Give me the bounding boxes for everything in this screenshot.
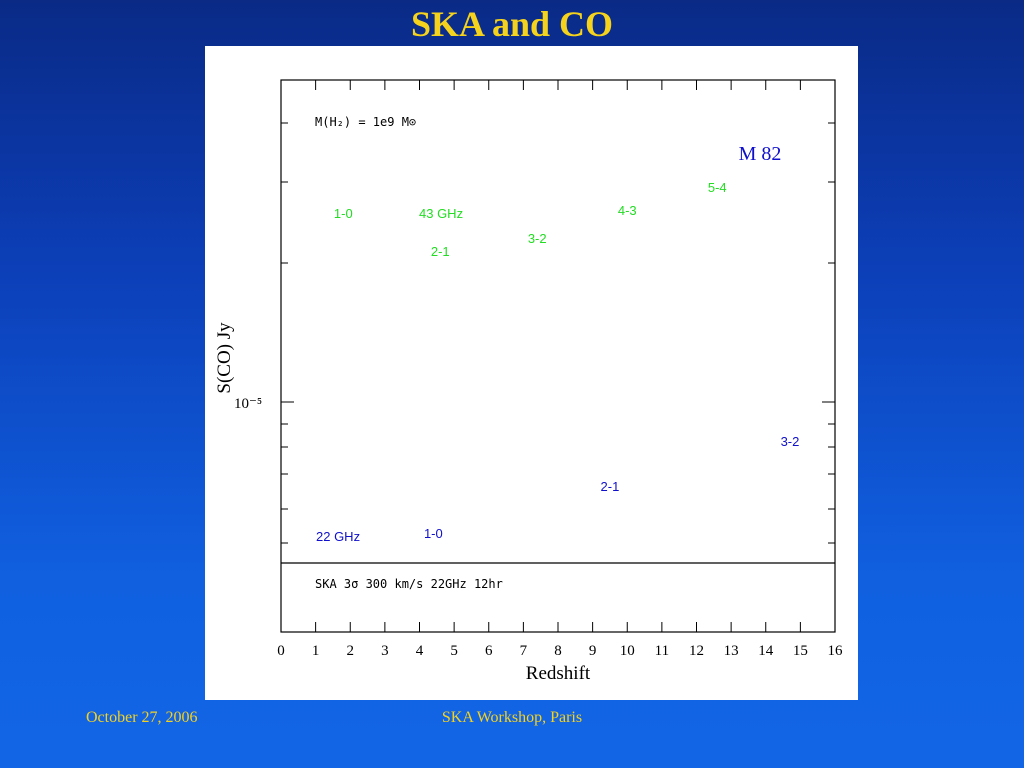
footer-date: October 27, 2006 bbox=[86, 709, 198, 726]
x-tick-label: 7 bbox=[520, 643, 528, 659]
legend-43ghz: 43 GHz bbox=[419, 206, 463, 221]
transition-label: 3-2 bbox=[528, 231, 547, 246]
legend-22ghz: 22 GHz bbox=[316, 529, 360, 544]
transition-label: 3-2 bbox=[781, 434, 800, 449]
mass-annotation: M(H₂) = 1e9 M⊙ bbox=[315, 115, 416, 129]
x-tick-label: 3 bbox=[381, 643, 389, 659]
transition-label: 4-3 bbox=[618, 203, 637, 218]
x-tick-label: 15 bbox=[793, 643, 808, 659]
source-annotation: M 82 bbox=[739, 143, 782, 165]
y-tick-label: 10⁻⁵ bbox=[234, 396, 262, 412]
chart-panel: 0 1 2 3 4 5 6 7 8 9 10 11 12 13 14 15 16 1-0 2-1 3-2 4-3 5-4… bbox=[205, 46, 858, 700]
y-axis-label: S(CO) Jy bbox=[214, 322, 235, 394]
x-tick-label: 8 bbox=[554, 643, 562, 659]
transition-label: 1-0 bbox=[424, 526, 443, 541]
x-tick-label: 9 bbox=[589, 643, 597, 659]
x-tick-label: 0 bbox=[277, 643, 285, 659]
x-axis-label: Redshift bbox=[526, 663, 591, 684]
x-tick-label: 11 bbox=[655, 643, 669, 659]
line-labels: 1-0 2-1 3-2 4-3 5-4 1-0 2-1 3-2 bbox=[334, 180, 799, 541]
co-redshift-chart: 0 1 2 3 4 5 6 7 8 9 10 11 12 13 14 15 16 1-02-13-24-35-4… bbox=[214, 79, 843, 684]
x-tick-label: 13 bbox=[724, 643, 739, 659]
x-tick-label: 12 bbox=[689, 643, 704, 659]
transition-label: 2-1 bbox=[601, 479, 620, 494]
slide-title: SKA and CO bbox=[410, 4, 614, 44]
x-tick-label: 14 bbox=[758, 643, 774, 659]
x-tick-label: 5 bbox=[450, 643, 458, 659]
x-tick-label: 10 bbox=[620, 643, 635, 659]
x-tick-label: 16 bbox=[828, 643, 844, 659]
transition-label: 2-1 bbox=[431, 244, 450, 259]
x-tick-label: 4 bbox=[416, 643, 424, 659]
footer-event: SKA Workshop, Paris bbox=[441, 709, 583, 726]
y-minor-ticks bbox=[281, 122, 835, 544]
ska-limit-annotation: SKA 3σ 300 km/s 22GHz 12hr bbox=[315, 577, 503, 591]
transition-label: 5-4 bbox=[708, 180, 727, 195]
x-tick-label: 6 bbox=[485, 643, 493, 659]
x-tick-label: 1 bbox=[312, 643, 320, 659]
x-ticks: 0 1 2 3 4 5 6 7 8 9 10 11 12 13 14 15 16 bbox=[277, 80, 843, 659]
transition-label: 1-0 bbox=[334, 206, 353, 221]
x-tick-label: 2 bbox=[347, 643, 355, 659]
